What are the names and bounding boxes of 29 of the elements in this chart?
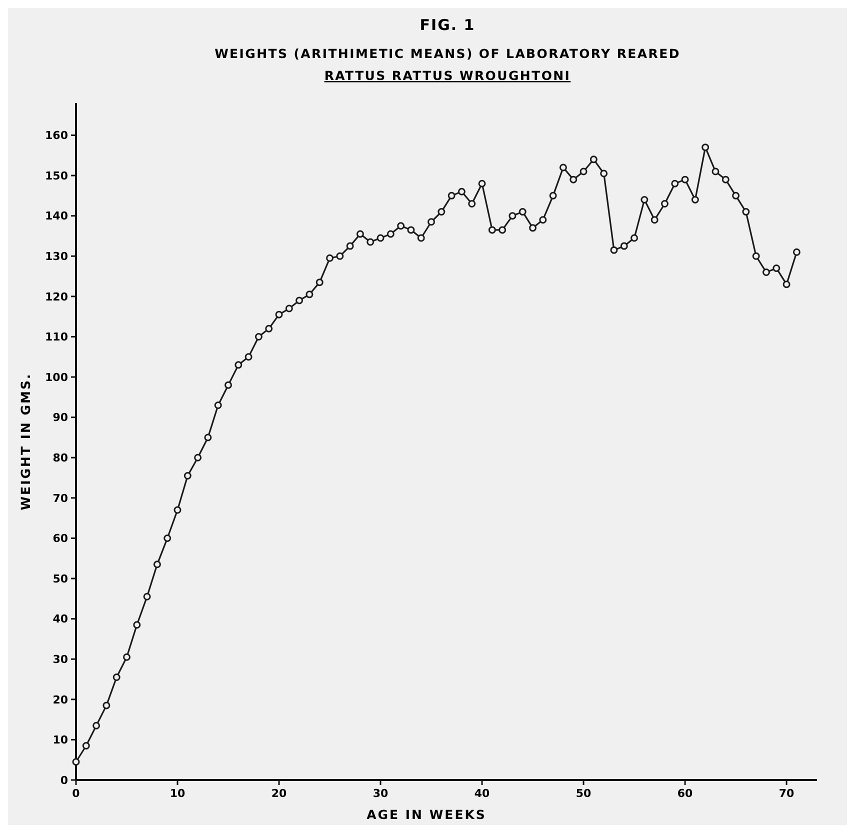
y-tick-label: 60 bbox=[52, 532, 68, 546]
x-tick-label: 60 bbox=[677, 787, 694, 800]
y-tick-label: 70 bbox=[52, 492, 68, 505]
y-tick-label: 130 bbox=[45, 250, 68, 263]
y-tick-label: 100 bbox=[45, 370, 68, 384]
x-tick-label: 20 bbox=[271, 787, 288, 800]
y-tick-label: 150 bbox=[45, 169, 68, 182]
y-tick-label: 50 bbox=[52, 572, 68, 586]
y-tick-label: 0 bbox=[60, 774, 68, 787]
y-tick-label: 80 bbox=[52, 451, 68, 464]
x-tick-label: 40 bbox=[474, 787, 490, 800]
y-axis-title: WEIGHT IN GMS. bbox=[18, 372, 33, 510]
y-tick-label: 40 bbox=[52, 612, 68, 626]
x-tick-label: 30 bbox=[372, 787, 389, 800]
y-tick-label: 110 bbox=[45, 330, 68, 344]
y-tick-label: 90 bbox=[52, 411, 68, 424]
chart-title: FIG. 1 bbox=[420, 16, 476, 34]
y-tick-label: 140 bbox=[45, 210, 68, 223]
x-tick-label: 70 bbox=[778, 787, 795, 800]
x-tick-label: 50 bbox=[576, 787, 592, 800]
x-tick-label: 10 bbox=[170, 787, 186, 800]
y-tick-label: 10 bbox=[52, 734, 68, 747]
chart-subtitle: WEIGHTS (ARITHIMETIC MEANS) OF LABORATORY REARED RATTUS RATTUS WROUGHTONI bbox=[214, 46, 680, 83]
x-tick-label: 0 bbox=[72, 787, 80, 800]
y-tick-label: 20 bbox=[52, 693, 68, 706]
y-tick-label: 120 bbox=[45, 290, 68, 304]
y-tick-label: 30 bbox=[52, 652, 68, 666]
y-tick-label: 160 bbox=[45, 129, 68, 142]
x-axis-title: AGE IN WEEKS bbox=[366, 807, 486, 822]
